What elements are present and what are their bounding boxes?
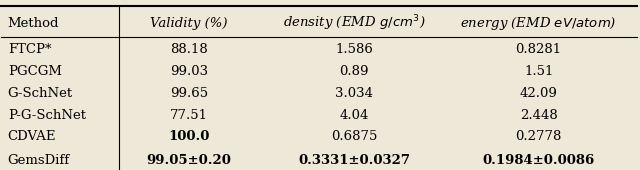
Text: Validity (%): Validity (%) [150,17,228,30]
Text: 88.18: 88.18 [170,43,208,56]
Text: FTCP*: FTCP* [8,43,51,56]
Text: 4.04: 4.04 [340,109,369,122]
Text: GemsDiff: GemsDiff [8,154,70,167]
Text: 99.65: 99.65 [170,87,208,100]
Text: 0.1984±0.0086: 0.1984±0.0086 [483,154,595,167]
Text: P-G-SchNet: P-G-SchNet [8,109,86,122]
Text: 0.2778: 0.2778 [515,130,562,143]
Text: 2.448: 2.448 [520,109,557,122]
Text: 100.0: 100.0 [168,130,210,143]
Text: 0.3331±0.0327: 0.3331±0.0327 [298,154,410,167]
Text: 1.51: 1.51 [524,65,554,78]
Text: PGCGM: PGCGM [8,65,61,78]
Text: G-SchNet: G-SchNet [8,87,73,100]
Text: 1.586: 1.586 [335,43,373,56]
Text: 0.89: 0.89 [340,65,369,78]
Text: CDVAE: CDVAE [8,130,56,143]
Text: 0.8281: 0.8281 [516,43,562,56]
Text: density (EMD $g/cm^3$): density (EMD $g/cm^3$) [283,13,426,33]
Text: 77.51: 77.51 [170,109,208,122]
Text: 0.6875: 0.6875 [331,130,378,143]
Text: Method: Method [8,17,60,30]
Text: 3.034: 3.034 [335,87,373,100]
Text: energy (EMD $eV/atom$): energy (EMD $eV/atom$) [460,15,617,32]
Text: 99.03: 99.03 [170,65,208,78]
Text: 99.05±0.20: 99.05±0.20 [147,154,232,167]
Text: 42.09: 42.09 [520,87,557,100]
